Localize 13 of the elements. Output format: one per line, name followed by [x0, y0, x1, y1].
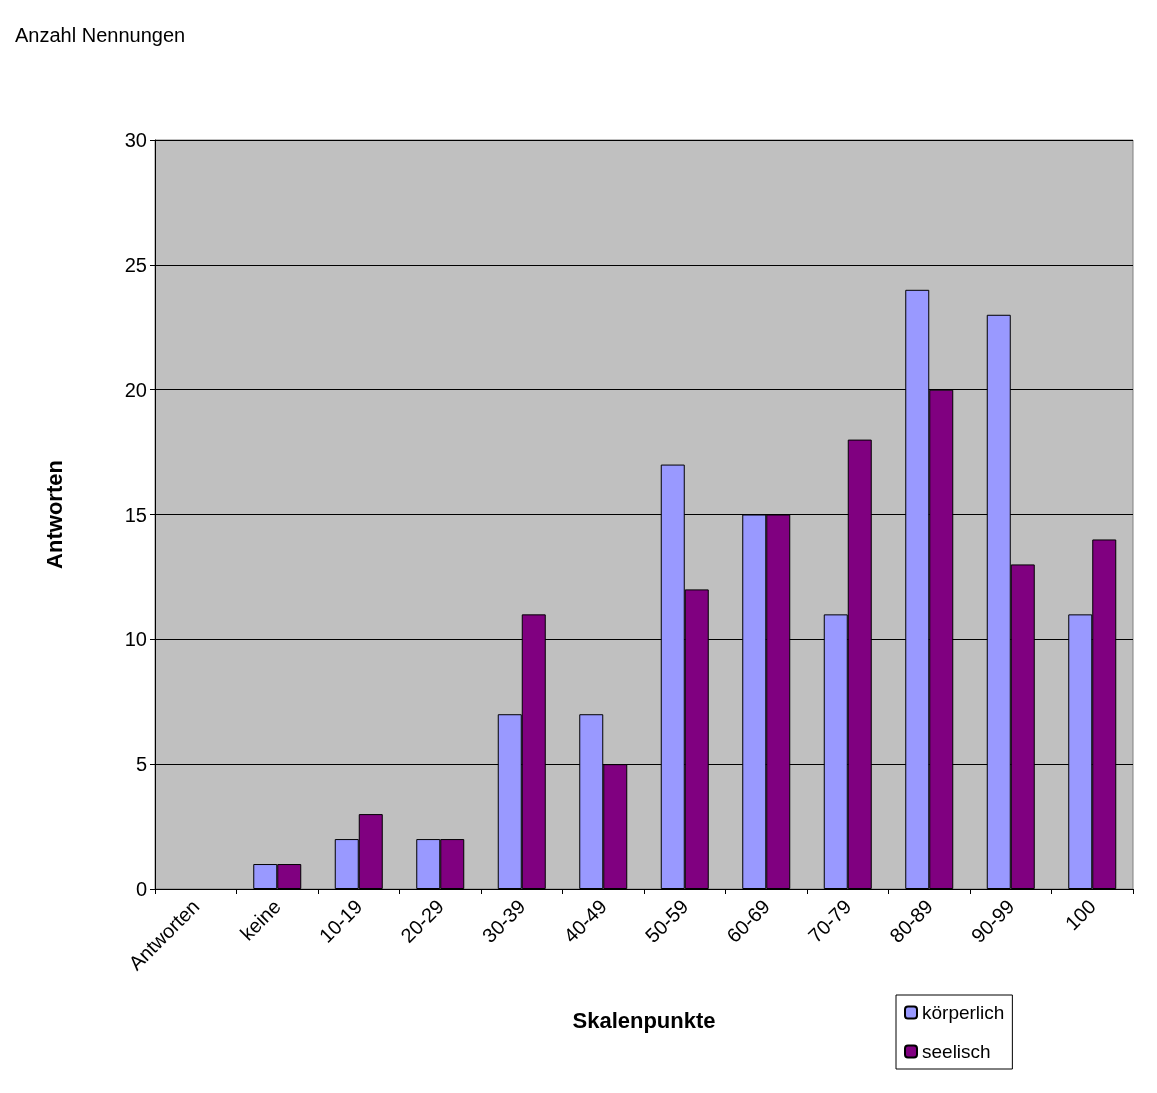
y-tick-label: 30	[124, 129, 147, 151]
y-axis-title: Antworten	[41, 460, 67, 569]
y-tick-label: 20	[124, 378, 147, 401]
y-tick-label: 10	[124, 628, 147, 651]
y-tick-label: 25	[124, 253, 147, 276]
y-tick-label: 0	[135, 878, 147, 900]
y-tick-label: 15	[124, 503, 147, 526]
y-tick-label: 5	[135, 753, 147, 776]
x-axis-title: Skalenpunkte	[572, 1007, 716, 1033]
legend-label: seelisch	[922, 1041, 991, 1062]
x-tick-label: 100	[1060, 895, 1101, 935]
chart-title: Anzahl Nennungen	[15, 24, 186, 46]
legend-label: körperlich	[922, 1002, 1005, 1023]
